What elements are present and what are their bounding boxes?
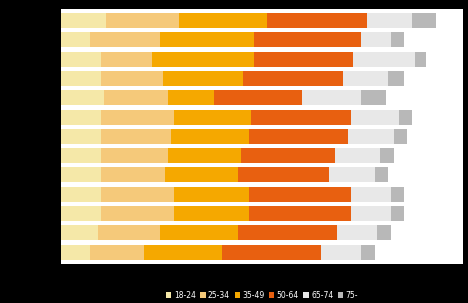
Bar (391, 32, 404, 48)
Bar (415, 52, 426, 67)
Bar (90, 245, 144, 260)
Bar (104, 90, 168, 105)
Bar (222, 245, 321, 260)
Bar (61, 90, 104, 105)
Bar (163, 71, 243, 86)
Legend: 18-24, 25-34, 35-49, 50-64, 65-74, 75-: 18-24, 25-34, 35-49, 50-64, 65-74, 75- (163, 288, 361, 303)
Bar (329, 167, 375, 182)
Bar (348, 129, 394, 144)
Bar (61, 187, 101, 202)
Bar (61, 206, 101, 221)
Bar (61, 32, 90, 48)
Bar (249, 206, 351, 221)
Bar (378, 225, 391, 240)
Bar (168, 148, 241, 163)
Bar (106, 13, 179, 28)
Bar (251, 110, 351, 125)
Bar (61, 71, 101, 86)
Bar (391, 206, 404, 221)
Bar (337, 225, 378, 240)
Bar (335, 148, 380, 163)
Bar (302, 90, 361, 105)
Bar (241, 148, 335, 163)
Bar (61, 52, 101, 67)
Bar (61, 245, 90, 260)
Bar (361, 90, 386, 105)
Bar (61, 167, 101, 182)
Bar (254, 52, 353, 67)
Bar (171, 129, 249, 144)
Bar (343, 71, 388, 86)
Bar (380, 148, 394, 163)
Bar (238, 225, 337, 240)
Bar (168, 90, 214, 105)
Bar (353, 52, 415, 67)
Bar (160, 32, 254, 48)
Bar (101, 148, 168, 163)
Bar (179, 13, 267, 28)
Bar (238, 167, 329, 182)
Bar (144, 245, 222, 260)
Bar (61, 110, 101, 125)
Bar (391, 187, 404, 202)
Bar (61, 225, 98, 240)
Bar (361, 32, 391, 48)
Bar (214, 90, 302, 105)
Bar (61, 13, 106, 28)
Bar (101, 167, 166, 182)
Bar (98, 225, 160, 240)
Bar (61, 148, 101, 163)
Bar (388, 71, 404, 86)
Bar (399, 110, 412, 125)
Bar (394, 129, 407, 144)
Bar (351, 206, 391, 221)
Bar (367, 13, 412, 28)
Bar (351, 110, 399, 125)
Bar (174, 187, 249, 202)
Bar (101, 71, 163, 86)
Bar (249, 129, 348, 144)
Bar (375, 167, 388, 182)
Bar (160, 225, 238, 240)
Bar (267, 13, 367, 28)
Bar (166, 167, 238, 182)
Bar (174, 206, 249, 221)
Bar (249, 187, 351, 202)
Bar (361, 245, 375, 260)
Bar (243, 71, 343, 86)
Bar (101, 52, 152, 67)
Bar (321, 245, 361, 260)
Bar (101, 206, 174, 221)
Bar (101, 110, 174, 125)
Bar (254, 32, 361, 48)
Bar (152, 52, 254, 67)
Bar (61, 129, 101, 144)
Bar (101, 129, 171, 144)
Bar (351, 187, 391, 202)
Bar (90, 32, 160, 48)
Bar (101, 187, 174, 202)
Bar (412, 13, 437, 28)
Bar (174, 110, 251, 125)
